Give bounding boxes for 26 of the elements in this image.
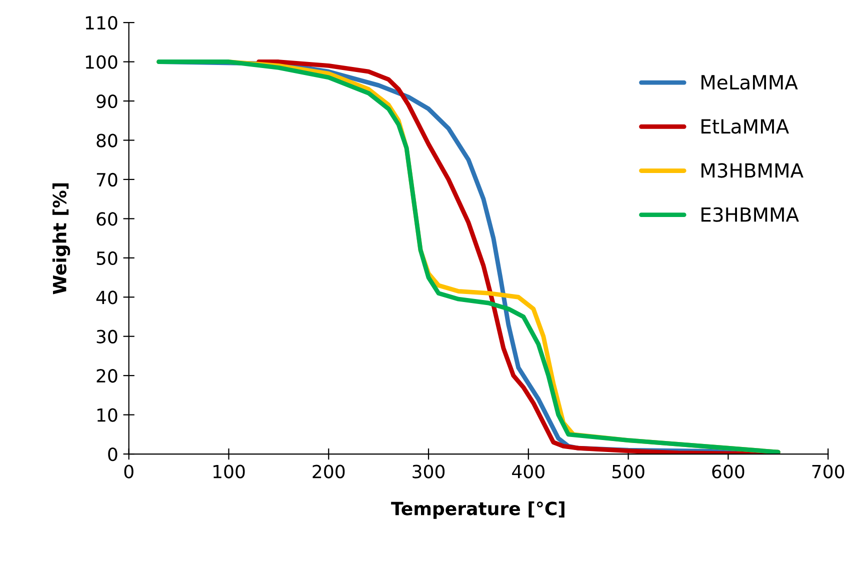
x-tick-label: 300 [412,464,445,478]
y-tick-label: 100 [86,55,118,69]
x-tick-label: 0 [124,464,134,478]
legend-label: M3HBMMA [702,163,804,178]
y-tick-label: 60 [96,212,118,226]
y-tick-label: 50 [96,251,118,266]
x-tick-label: 100 [213,464,245,478]
y-tick-label: 110 [86,16,118,30]
y-tick-label: 90 [96,94,118,108]
x-tick-label: 500 [612,464,644,478]
y-tick-label: 0 [108,447,118,462]
y-tick-label: 80 [96,134,118,148]
legend-label: EtLaMMA [702,119,789,134]
y-tick-label: 70 [96,172,118,187]
x-tick-label: 400 [512,464,544,478]
legend-label: E3HBMMA [702,207,799,222]
x-axis-title: Temperature [°C] [391,501,564,519]
x-tick-label: 600 [712,464,744,478]
x-tick-label: 700 [812,464,844,478]
legend-label: MeLaMMA [702,75,798,90]
y-axis-title: Weight [%] [52,183,70,294]
y-tick-label: 10 [97,408,118,422]
y-tick-label: 40 [96,290,118,304]
y-tick-label: 30 [96,330,118,344]
x-tick-label: 200 [312,464,345,478]
y-tick-label: 20 [96,369,118,383]
